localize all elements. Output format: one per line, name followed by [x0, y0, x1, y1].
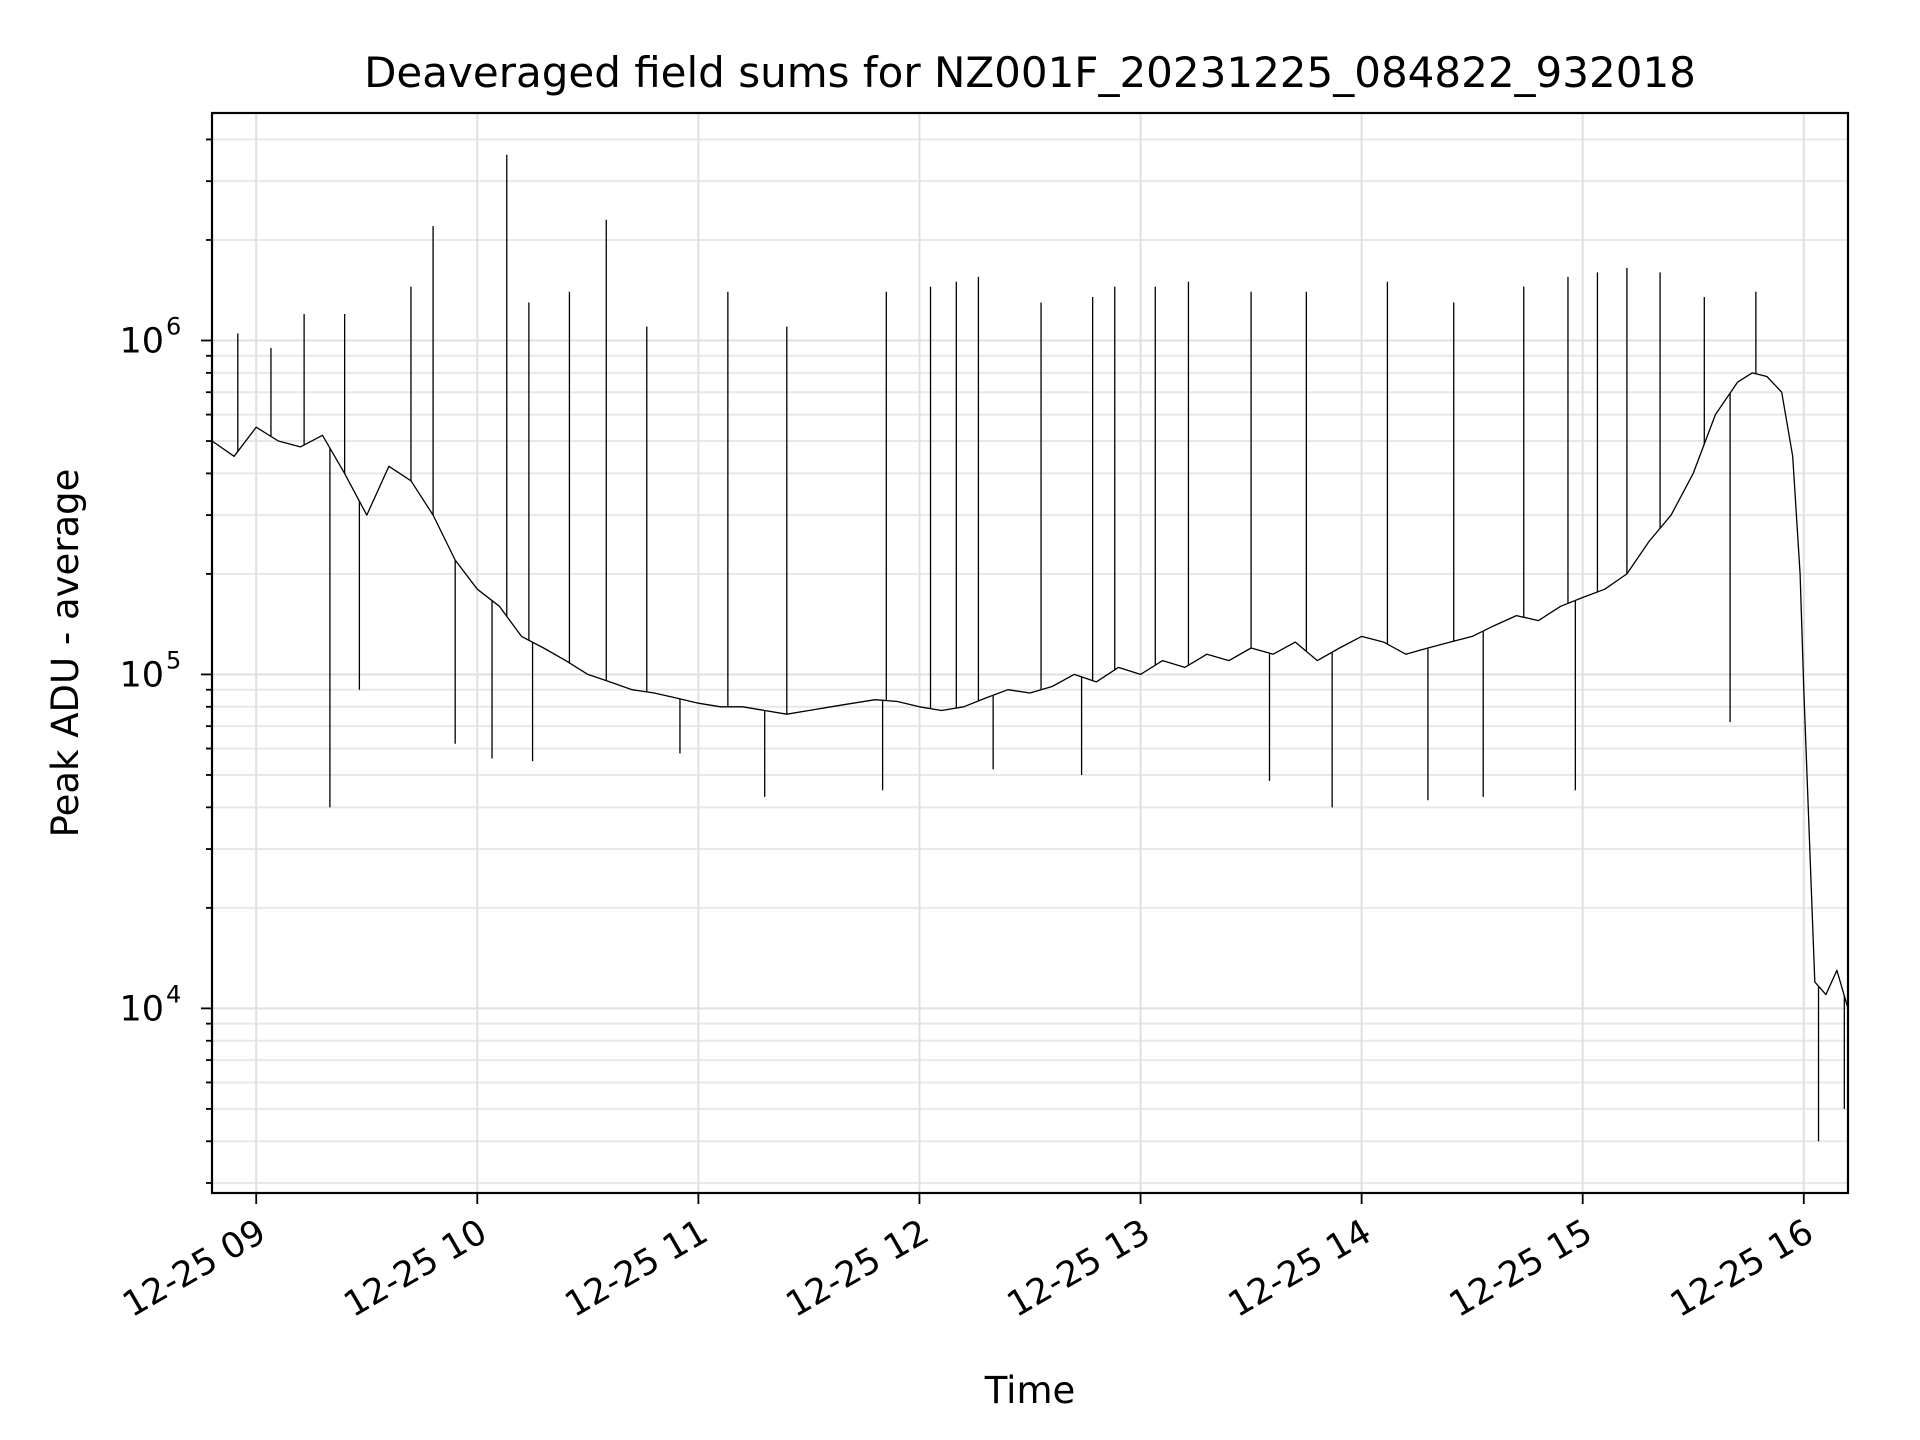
x-tick-label: 12-25 10 — [338, 1212, 494, 1325]
x-tick-label: 12-25 16 — [1664, 1212, 1820, 1325]
x-axis-label: Time — [984, 1369, 1076, 1412]
x-tick-label: 12-25 13 — [1001, 1212, 1157, 1325]
y-tick-exponent: 6 — [166, 312, 181, 340]
x-tick-label: 12-25 15 — [1443, 1212, 1599, 1325]
y-axis-label: Peak ADU - average — [44, 469, 87, 838]
series-line — [211, 372, 1849, 1009]
series-marks — [237, 154, 1845, 1142]
y-tick-label: 10 — [119, 655, 164, 695]
plot-frame — [210, 111, 1850, 1195]
x-tick-label: 12-25 09 — [116, 1212, 272, 1325]
y-tick-exponent: 4 — [166, 980, 181, 1008]
y-tick-label: 10 — [119, 321, 164, 361]
x-axis: 12-25 09 12-25 10 12-25 11 12-25 12 12-25 13… — [116, 1193, 1820, 1325]
x-tick-label: 12-25 11 — [559, 1212, 715, 1325]
x-tick-label: 12-25 14 — [1222, 1212, 1378, 1325]
y-tick-label: 10 — [119, 989, 164, 1029]
x-tick-label: 12-25 12 — [780, 1212, 936, 1325]
y-tick-exponent: 5 — [166, 646, 181, 674]
chart-title: Deaveraged field sums for NZ001F_2023122… — [364, 48, 1696, 97]
grid — [212, 113, 1848, 1193]
